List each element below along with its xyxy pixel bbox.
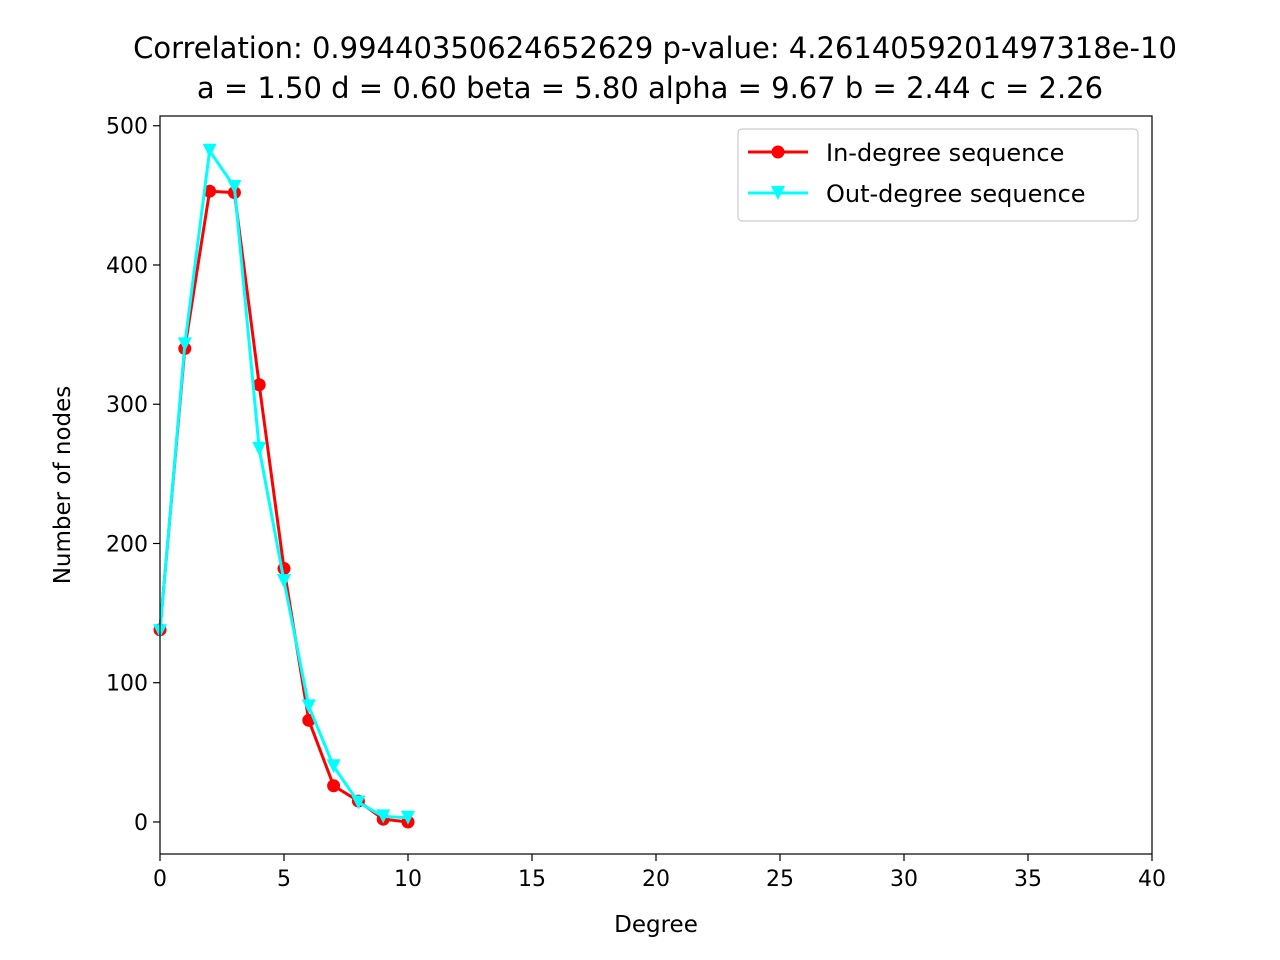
legend-in-degree-marker xyxy=(771,145,785,159)
in-degree-series-line xyxy=(158,189,409,824)
legend-in-degree-label: In-degree sequence xyxy=(826,139,1064,167)
legend-out-degree-marker xyxy=(771,186,785,200)
out-degree-point xyxy=(401,810,415,825)
y-tick-label: 200 xyxy=(106,532,148,557)
legend: In-degree sequence Out-degree sequence xyxy=(737,128,1139,222)
x-tick-label: 0 xyxy=(153,867,167,892)
series-layer xyxy=(153,143,415,829)
out-degree-point xyxy=(227,180,242,195)
x-tick-label: 40 xyxy=(1138,867,1166,892)
legend-box xyxy=(737,128,1139,222)
legend-out-degree-label: Out-degree sequence xyxy=(826,180,1086,208)
in-degree-point xyxy=(327,779,341,793)
out-degree-point xyxy=(351,795,366,810)
in-degree-point xyxy=(252,378,266,392)
out-degree-point xyxy=(301,699,316,714)
out-degree-point xyxy=(277,574,291,589)
y-tick-label: 300 xyxy=(106,393,148,418)
y-tick-label: 500 xyxy=(106,115,148,140)
out-degree-series-line xyxy=(158,149,409,820)
x-tick-label: 30 xyxy=(890,867,918,892)
out-degree-point xyxy=(202,143,217,158)
y-tick-label: 0 xyxy=(134,811,148,836)
out-degree-point xyxy=(376,809,391,824)
out-degree-point xyxy=(177,337,192,352)
x-tick-label: 5 xyxy=(277,867,291,892)
x-tick-label: 35 xyxy=(1014,867,1042,892)
x-tick-label: 15 xyxy=(518,867,546,892)
chart-title-line1: Correlation: 0.99440350624652629 p-value… xyxy=(133,31,1177,65)
y-axis-label: Number of nodes xyxy=(50,386,76,585)
out-degree-point xyxy=(326,759,341,774)
x-tick-label: 25 xyxy=(766,867,794,892)
x-tick-label: 20 xyxy=(642,867,670,892)
y-tick-label: 100 xyxy=(106,672,148,697)
x-axis-label: Degree xyxy=(614,912,698,938)
plot-frame xyxy=(159,115,1153,855)
out-degree-point xyxy=(252,441,267,456)
x-tick-label: 10 xyxy=(394,867,422,892)
chart-title-line2: a = 1.50 d = 0.60 beta = 5.80 alpha = 9.… xyxy=(197,71,1103,105)
y-tick-label: 400 xyxy=(106,254,148,279)
